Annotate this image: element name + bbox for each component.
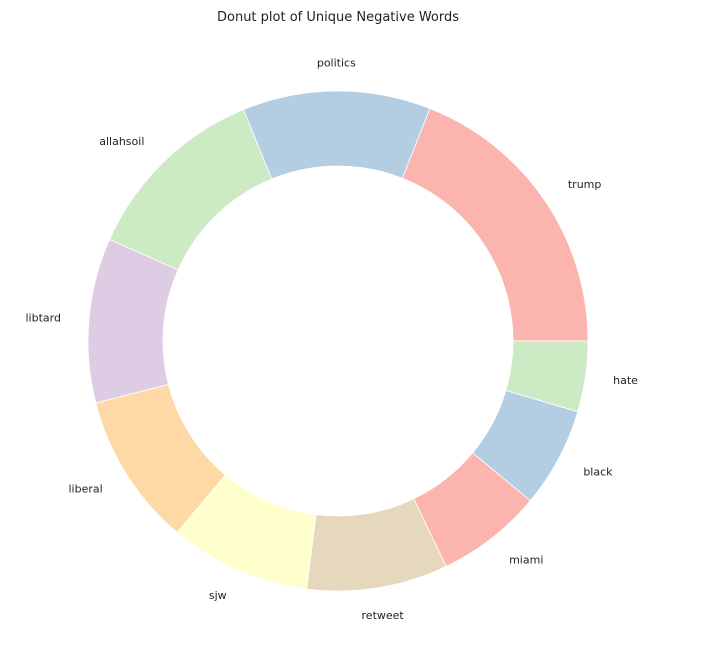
donut-slice-libtard <box>87 238 179 404</box>
donut-slice-politics <box>242 90 431 180</box>
donut-slice-hate <box>505 340 589 413</box>
slice-label-trump: trump <box>568 178 602 191</box>
slice-label-retweet: retweet <box>362 609 405 622</box>
donut-slice-allahsoil <box>109 109 273 271</box>
slice-label-miami: miami <box>509 554 543 567</box>
slice-label-sjw: sjw <box>209 589 227 602</box>
slice-label-liberal: liberal <box>68 483 102 496</box>
slice-label-allahsoil: allahsoil <box>99 135 144 148</box>
donut-slice-trump <box>401 107 589 342</box>
chart-title: Donut plot of Unique Negative Words <box>216 10 460 25</box>
slice-label-libtard: libtard <box>26 311 61 324</box>
slice-label-politics: politics <box>317 57 356 70</box>
slice-label-hate: hate <box>613 374 638 387</box>
slice-label-black: black <box>583 465 613 478</box>
